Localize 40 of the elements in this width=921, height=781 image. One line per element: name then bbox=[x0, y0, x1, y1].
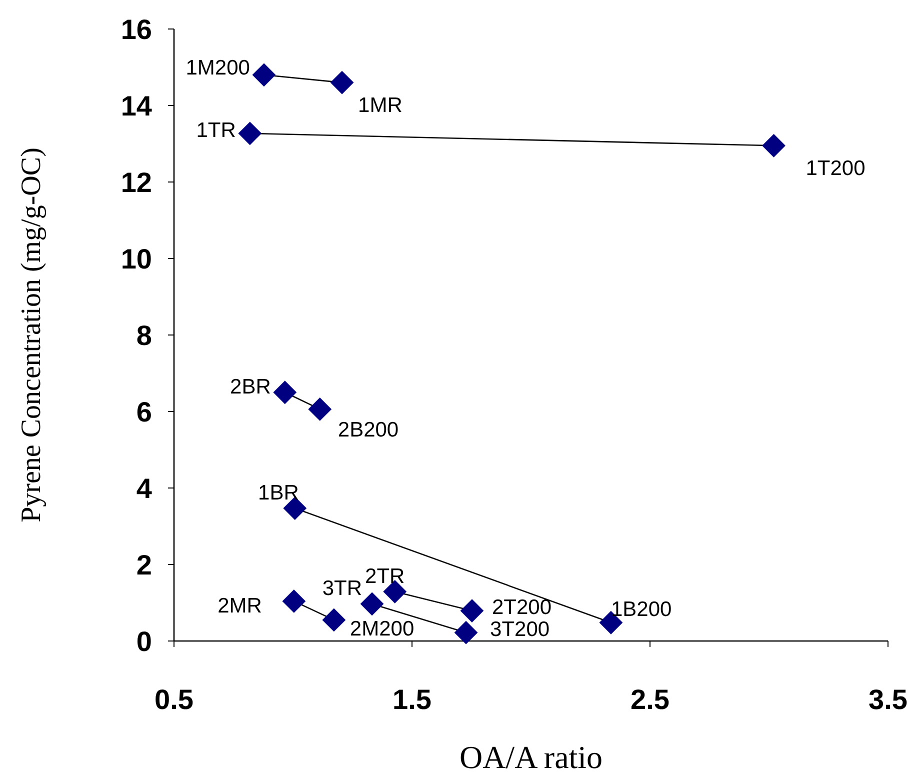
annotation: 1MR bbox=[358, 94, 402, 117]
point bbox=[454, 621, 478, 644]
annotation: 2TR bbox=[365, 565, 405, 588]
point bbox=[322, 608, 346, 632]
point bbox=[308, 398, 332, 421]
x-tick-label: 1.5 bbox=[392, 684, 432, 715]
annotation: 2BR bbox=[230, 376, 271, 399]
point bbox=[238, 122, 262, 145]
annotation: 2T200 bbox=[492, 596, 552, 620]
annotation: 2M200 bbox=[350, 617, 414, 640]
y-tick-label: 6 bbox=[136, 396, 152, 428]
point bbox=[762, 134, 786, 158]
annotation: 3TR bbox=[322, 577, 362, 600]
point bbox=[330, 71, 354, 94]
point bbox=[273, 380, 296, 404]
annotation: 2MR bbox=[218, 594, 262, 618]
annotation: 1M200 bbox=[186, 56, 250, 80]
point bbox=[252, 63, 276, 86]
y-tick-label: 8 bbox=[136, 320, 152, 351]
y-tick-label: 4 bbox=[136, 472, 152, 504]
point bbox=[360, 592, 384, 616]
y-tick-label: 14 bbox=[120, 90, 152, 122]
y-axis-title: Pyrene Concentration (mg/g-OC) bbox=[16, 148, 47, 522]
annotation: 3T200 bbox=[490, 618, 550, 641]
point bbox=[282, 590, 306, 613]
annotation: 1BR bbox=[258, 482, 299, 505]
y-tick-label: 2 bbox=[136, 549, 152, 580]
annotation: 1TR bbox=[196, 118, 236, 142]
annotation: 2B200 bbox=[338, 418, 399, 442]
x-tick-label: 2.5 bbox=[630, 684, 670, 715]
x-axis-title: OA/A ratio bbox=[459, 739, 603, 775]
annotation: 1T200 bbox=[806, 157, 866, 180]
y-tick-label: 12 bbox=[120, 166, 152, 198]
x-tick-label: 3.5 bbox=[868, 684, 908, 715]
y-tick-label: 10 bbox=[120, 243, 152, 274]
y-tick-label: 16 bbox=[120, 14, 152, 45]
point bbox=[460, 599, 484, 622]
annotation: 1B200 bbox=[610, 598, 672, 621]
y-tick-label: 0 bbox=[136, 626, 152, 657]
x-tick-label: 0.5 bbox=[154, 684, 194, 715]
